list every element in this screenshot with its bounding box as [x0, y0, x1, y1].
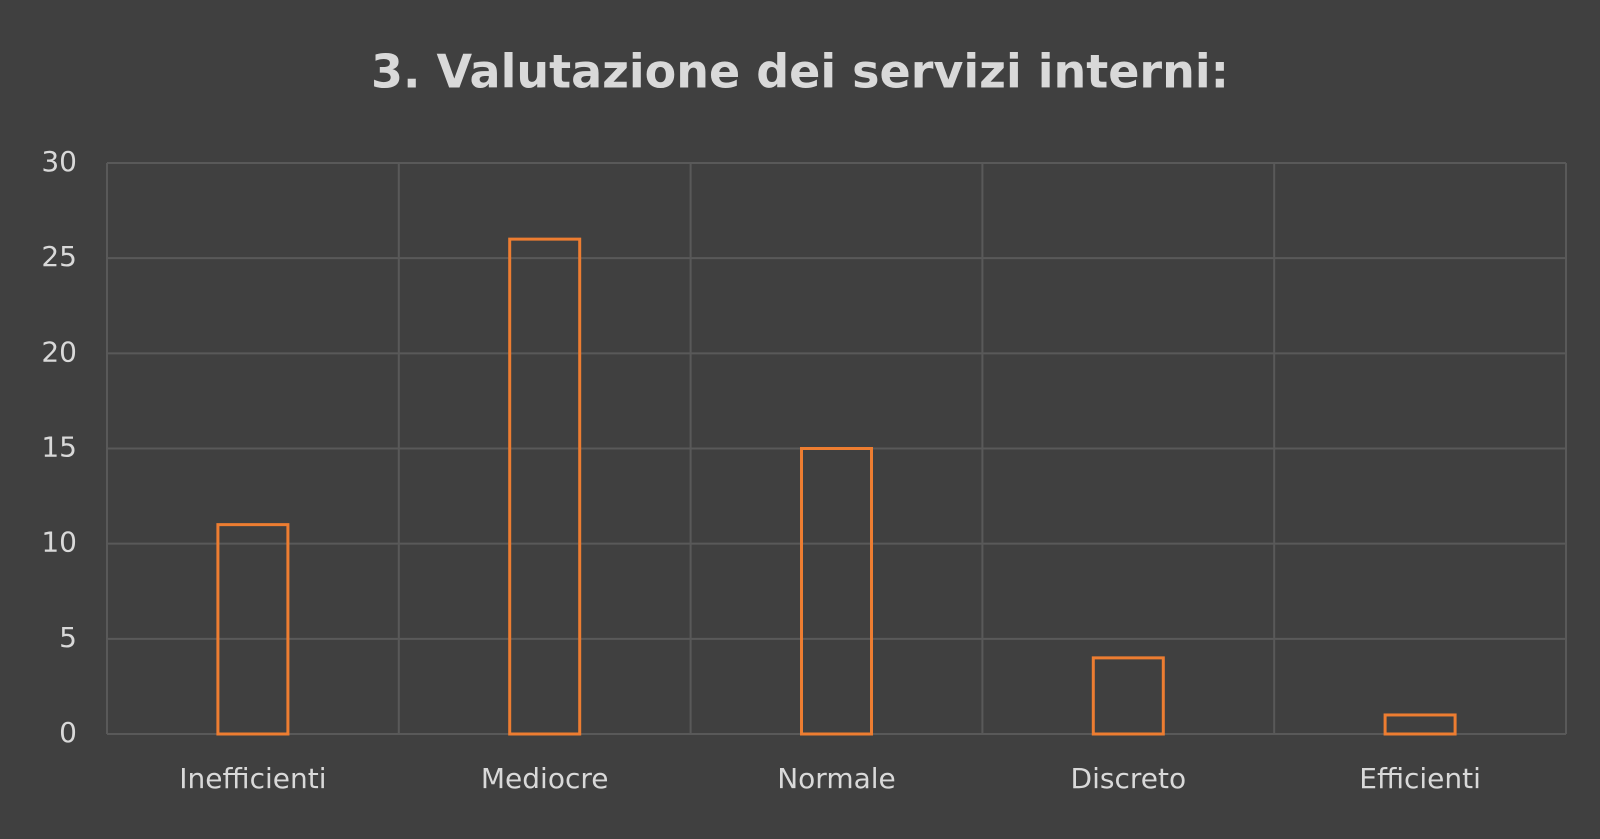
y-tick-label: 15 [41, 431, 77, 464]
x-tick-label: Discreto [1071, 762, 1187, 795]
x-tick-label: Efficienti [1359, 762, 1481, 795]
y-tick-label: 10 [41, 526, 77, 559]
x-tick-label: Inefficienti [179, 762, 326, 795]
x-tick-label: Mediocre [481, 762, 609, 795]
y-tick-label: 30 [41, 145, 77, 178]
y-tick-label: 5 [59, 621, 77, 654]
y-tick-label: 25 [41, 240, 77, 273]
y-tick-label: 20 [41, 335, 77, 368]
bar [1383, 713, 1457, 736]
chart-title: 3. Valutazione dei servizi interni: [371, 45, 1229, 99]
bar [800, 447, 873, 736]
bar [508, 237, 582, 736]
bar [216, 523, 290, 736]
bar [1091, 656, 1165, 736]
x-tick-label: Normale [777, 762, 896, 795]
y-tick-label: 0 [59, 716, 77, 749]
